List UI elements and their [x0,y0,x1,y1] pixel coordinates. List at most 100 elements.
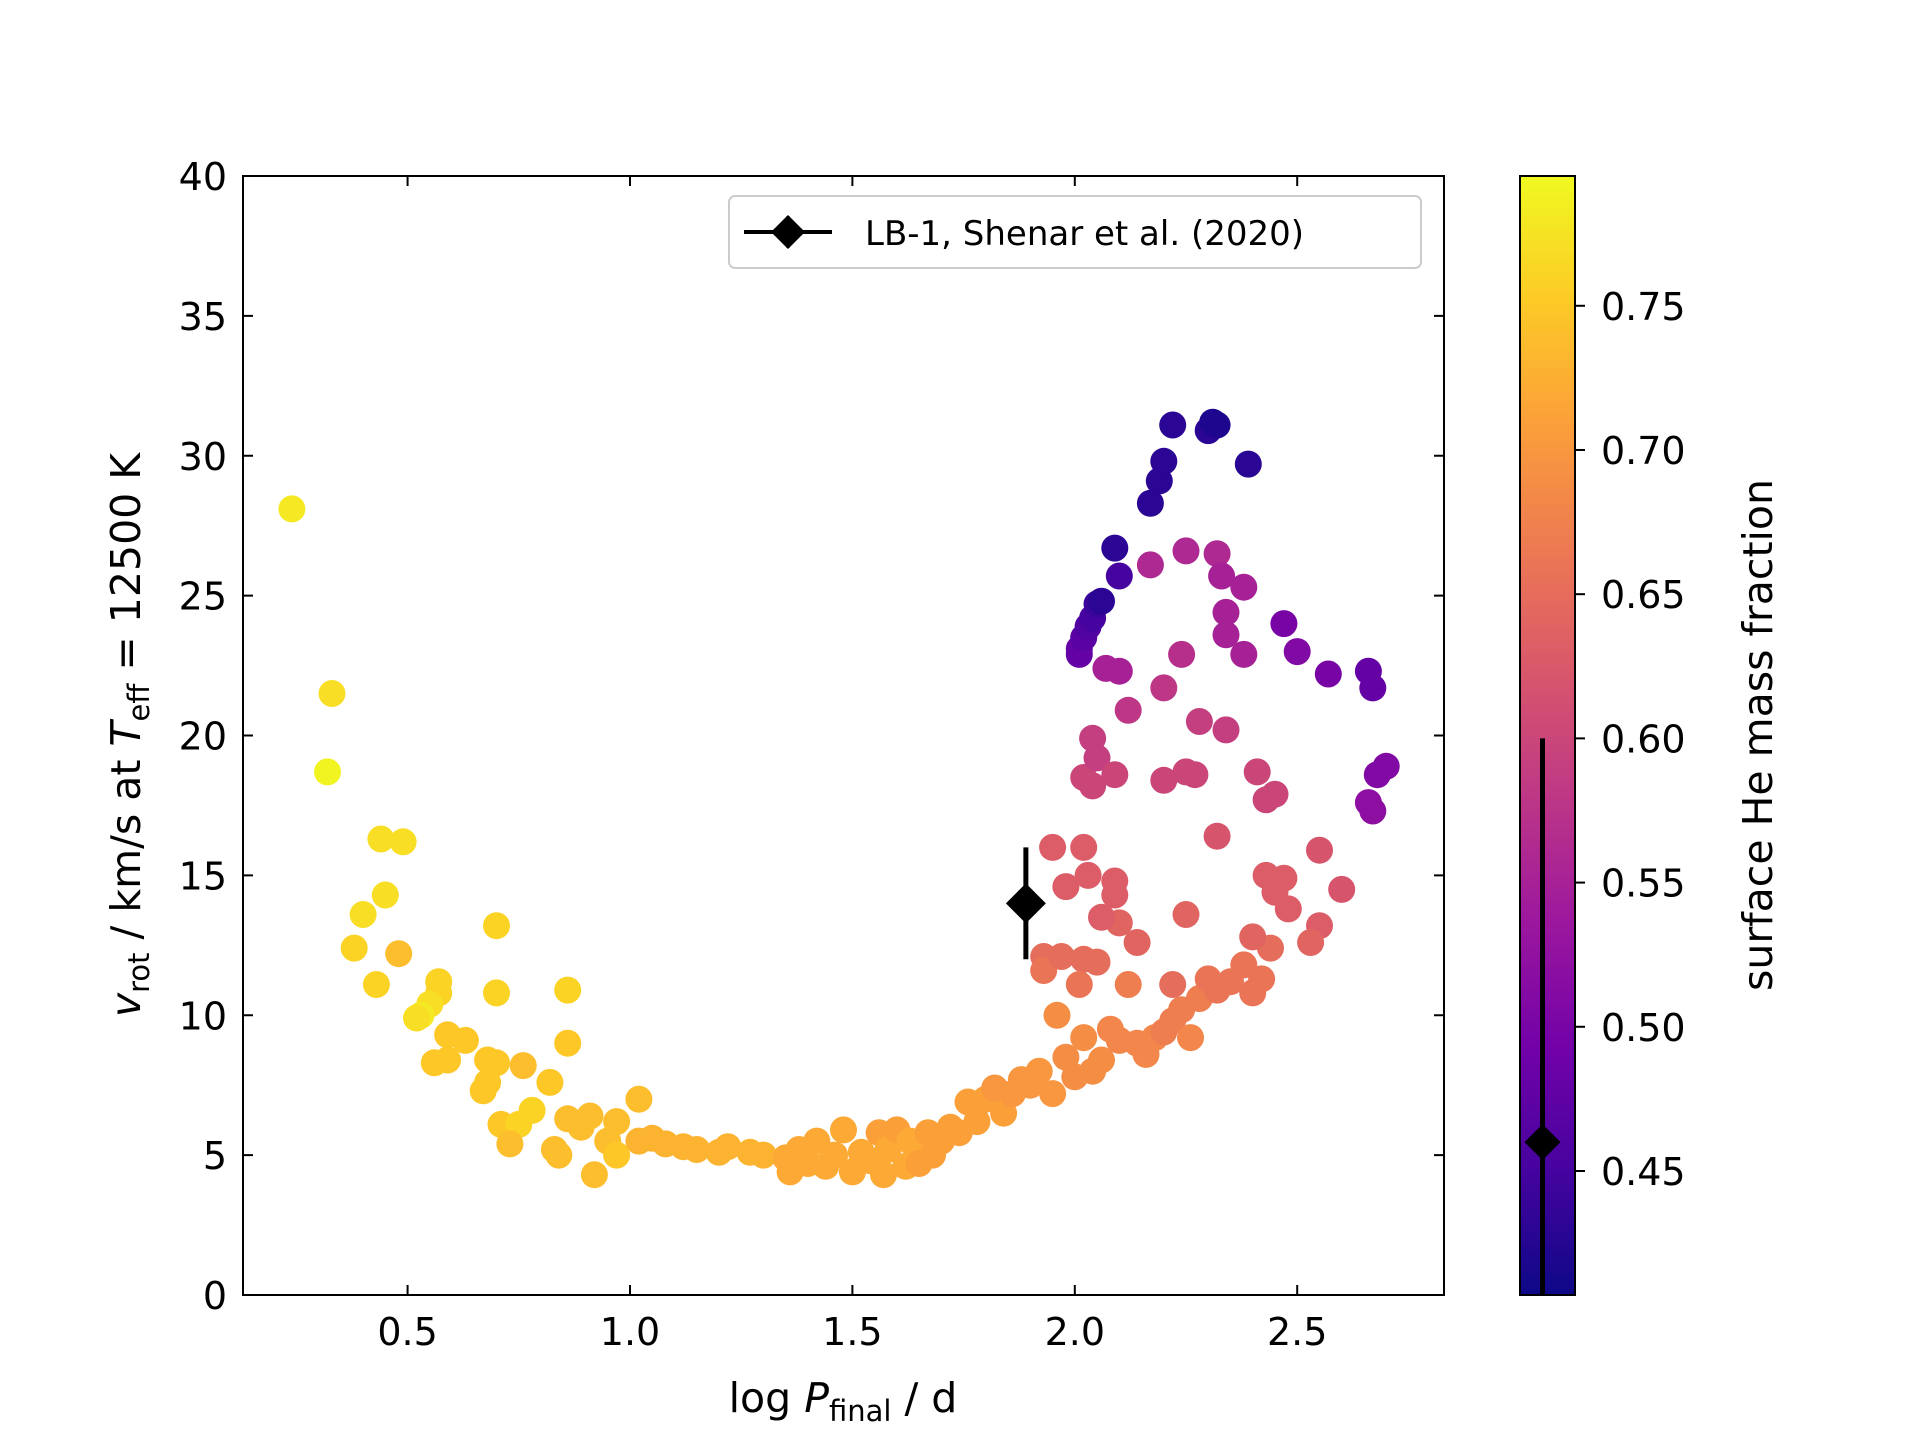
data-point [314,758,341,786]
data-point [1114,696,1142,724]
data-point [1306,836,1333,864]
y-tick-label: 40 [179,155,227,199]
data-point [1203,540,1231,568]
data-point [870,1161,897,1189]
colorbar-tick-label: 0.70 [1601,429,1686,473]
y-tick-label: 5 [203,1134,227,1178]
data-point [1105,562,1133,590]
data-point [1052,873,1080,901]
data-point [1248,965,1276,993]
data-point [1234,450,1262,478]
x-tick-label: 2.5 [1267,1310,1327,1354]
data-point [554,1029,582,1057]
data-point [1150,766,1178,794]
y-tick-label: 15 [179,854,227,898]
data-point [821,1141,849,1169]
data-point [1261,780,1289,808]
colorbar-tick-label: 0.50 [1601,1006,1686,1050]
data-point [1274,895,1302,923]
data-point [1372,752,1400,780]
data-point [340,934,368,962]
data-point [1230,640,1258,668]
data-point [1208,562,1236,590]
colorbar-tick-label: 0.75 [1601,285,1686,329]
colorbar-tick-label: 0.65 [1601,573,1686,617]
data-point [1039,1080,1067,1108]
colorbar-tick-label: 0.55 [1601,862,1686,906]
data-point [1101,881,1129,909]
data-point [434,1046,462,1074]
data-point [318,680,346,707]
data-point [1243,758,1271,786]
data-point [371,881,399,909]
data-point [1070,833,1098,861]
data-point [1185,708,1213,735]
data-point [1181,761,1209,789]
data-point [509,1052,537,1080]
data-point [963,1108,991,1136]
data-point [451,1026,479,1054]
data-point [362,971,390,998]
x-tick-label: 2.0 [1045,1310,1105,1354]
observation-marker [1005,847,1046,960]
legend-box [728,195,1422,269]
data-point [1083,948,1111,976]
colorbar-tick-label: 0.45 [1601,1150,1686,1194]
x-tick-label: 1.5 [822,1310,882,1354]
scatter-points [278,408,1400,1189]
colorbar-tick-label: 0.60 [1601,717,1686,761]
data-point [1070,1024,1098,1052]
y-tick-label: 0 [203,1274,227,1318]
data-point [1270,610,1298,638]
data-point [278,495,306,523]
data-point [469,1077,497,1105]
data-point [1083,744,1111,772]
data-point [1048,943,1075,970]
y-tick-label: 20 [179,715,227,759]
observation-diamond [1005,883,1046,924]
colorbar-ticks: 0.45 0.50 0.55 0.60 0.65 0.70 0.75 [1575,285,1686,1194]
data-point [1283,638,1311,666]
data-point [389,828,417,856]
data-point [580,1161,608,1189]
data-point [1114,971,1142,998]
data-point [1065,971,1093,998]
x-axis-label: log Pfinal / d [729,1374,958,1428]
data-point [483,979,510,1007]
data-point [1328,875,1356,903]
data-point [1172,537,1200,565]
data-point [1159,971,1187,998]
colorbar-frame [1519,175,1576,1296]
data-point [1074,861,1102,889]
data-point [1150,674,1178,702]
colorbar: 0.45 0.50 0.55 0.60 0.65 0.70 0.75 surface He … [1519,175,1782,1296]
data-point [1101,761,1129,789]
colorbar-observation-marker [1524,738,1561,1295]
data-point [625,1085,653,1113]
data-point [749,1141,777,1169]
y-tick-label: 30 [179,435,227,479]
data-point [1212,621,1240,649]
data-point [536,1068,564,1096]
data-point [1159,411,1187,439]
data-point [1314,660,1342,688]
data-point [403,1004,430,1032]
data-point [1039,833,1067,861]
data-point [1168,640,1196,668]
y-axis-ticks: 0 5 10 15 20 25 30 35 40 [179,155,1444,1318]
data-point [1088,587,1115,615]
data-point [1136,489,1164,517]
data-point [576,1102,604,1130]
data-point [603,1141,631,1169]
data-point [483,912,510,940]
data-point [385,940,413,968]
data-point [830,1116,857,1144]
data-point [1212,716,1240,744]
colorbar-fill [1520,176,1575,1295]
data-point [540,1136,568,1163]
data-point [367,825,395,853]
data-point [1079,772,1107,800]
data-point [1203,822,1231,850]
data-point [349,901,377,928]
data-point [1239,923,1267,951]
